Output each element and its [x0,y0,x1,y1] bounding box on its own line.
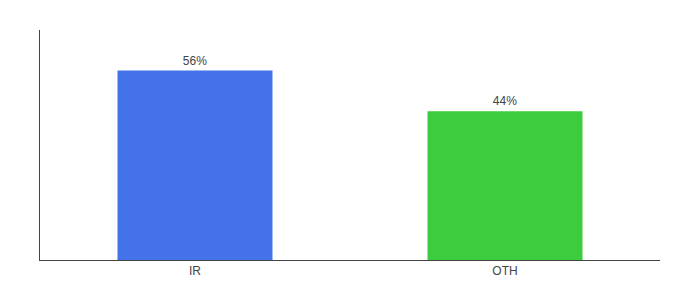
svg-text:OTH: OTH [492,264,517,278]
svg-text:44%: 44% [493,94,517,108]
svg-text:56%: 56% [183,54,207,68]
svg-text:IR: IR [189,264,201,278]
